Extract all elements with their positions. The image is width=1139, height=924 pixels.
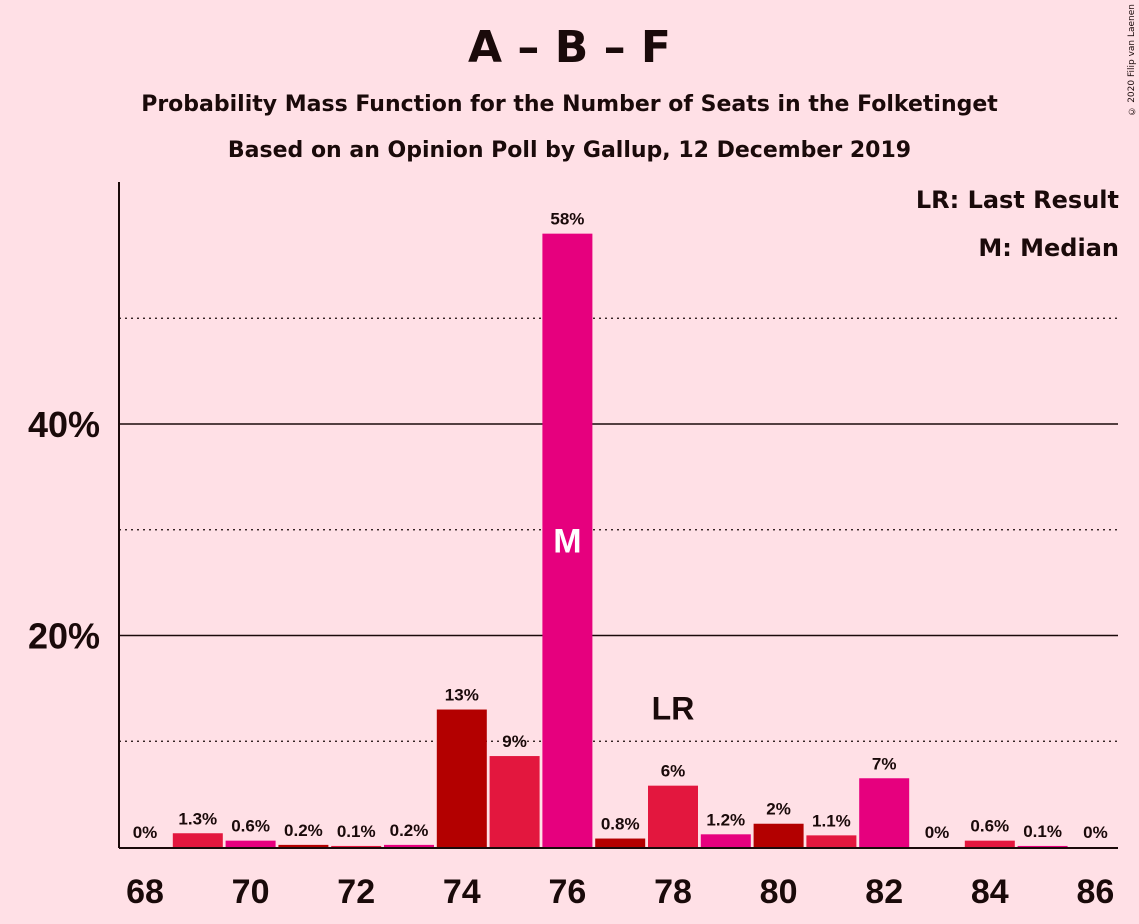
- bar-79: [700, 834, 751, 847]
- bar-81: [806, 835, 857, 847]
- x-tick-label-82: 82: [865, 873, 903, 911]
- legend-last-result: LR: Last Result: [915, 186, 1119, 214]
- bar-71: [278, 844, 329, 847]
- bar-label-69: 1.3%: [178, 809, 217, 828]
- bar-75: [489, 756, 540, 847]
- x-tick-label-72: 72: [337, 873, 375, 911]
- bar-label-81: 1.1%: [812, 811, 851, 830]
- x-tick-label-74: 74: [443, 873, 481, 911]
- bar-label-84: 0.6%: [970, 817, 1009, 836]
- x-tick-label-80: 80: [760, 873, 798, 911]
- bar-label-82: 7%: [872, 754, 897, 773]
- chart-subtitle: Probability Mass Function for the Number…: [141, 92, 998, 117]
- bar-label-80: 2%: [766, 800, 791, 819]
- x-tick-label-84: 84: [971, 873, 1009, 911]
- chart-title: A – B – F: [468, 22, 671, 73]
- bar-label-74: 13%: [445, 686, 479, 705]
- x-tick-label-70: 70: [232, 873, 270, 911]
- x-tick-label-78: 78: [654, 873, 692, 911]
- bar-73: [384, 844, 434, 847]
- bar-label-77: 0.8%: [601, 815, 640, 834]
- y-tick-label-40: 40%: [28, 404, 100, 445]
- x-tick-label-68: 68: [126, 873, 164, 911]
- bar-76: [542, 233, 593, 847]
- bar-label-73: 0.2%: [390, 821, 429, 840]
- legend-median: M: Median: [978, 234, 1119, 262]
- bar-label-83: 0%: [925, 823, 950, 842]
- bar-label-76: 58%: [550, 210, 584, 229]
- bar-72: [331, 845, 382, 847]
- x-tick-label-76: 76: [548, 873, 586, 911]
- bar-85: [1017, 845, 1068, 847]
- bar-69: [172, 833, 223, 847]
- bar-label-71: 0.2%: [284, 821, 323, 840]
- bar-label-75: 9%: [502, 732, 527, 751]
- bar-82: [859, 778, 910, 847]
- bar-label-68: 0%: [133, 823, 158, 842]
- bar-label-79: 1.2%: [706, 810, 745, 829]
- bar-label-70: 0.6%: [231, 817, 270, 836]
- bar-label-72: 0.1%: [337, 822, 376, 841]
- x-tick-label-86: 86: [1076, 873, 1114, 911]
- bar-77: [595, 838, 646, 847]
- bar-label-86: 0%: [1083, 823, 1108, 842]
- bar-label-85: 0.1%: [1023, 822, 1062, 841]
- bar-84: [964, 840, 1015, 847]
- bar-80: [753, 823, 804, 847]
- bar-74: [436, 709, 487, 847]
- bar-70: [225, 840, 276, 847]
- median-marker: M: [553, 522, 581, 560]
- y-tick-label-20: 20%: [28, 616, 100, 657]
- bar-78: [648, 785, 698, 847]
- bar-label-78: 6%: [661, 762, 686, 781]
- last-result-marker: LR: [652, 691, 695, 727]
- chart-subtitle-2: Based on an Opinion Poll by Gallup, 12 D…: [227, 138, 912, 163]
